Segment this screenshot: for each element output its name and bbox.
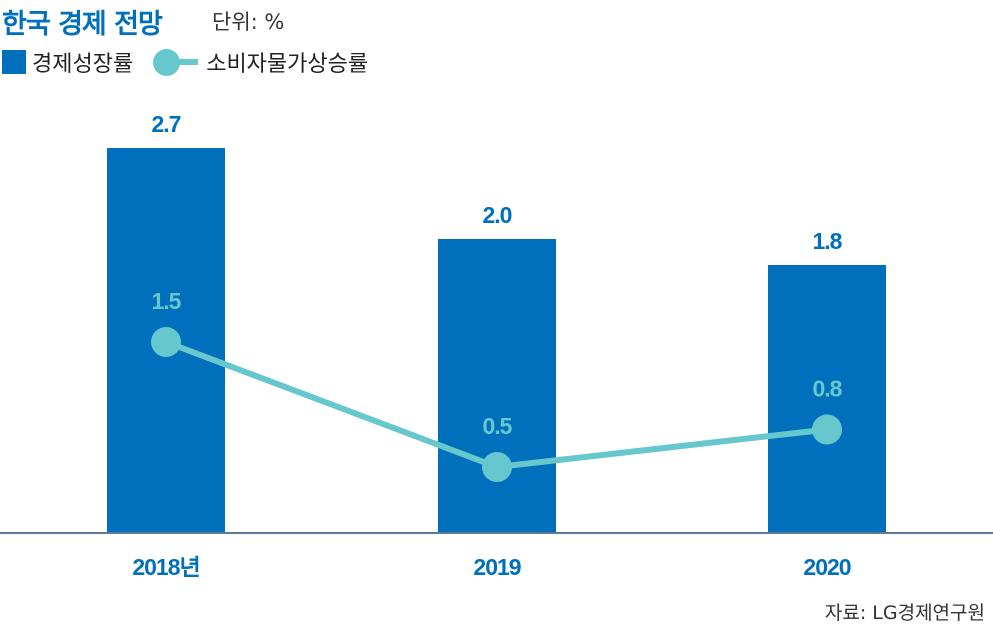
legend: 경제성장률 소비자물가상승률 <box>2 46 368 78</box>
bar <box>438 239 556 533</box>
source-note: 자료: LG경제연구원 <box>824 602 985 624</box>
legend-line-swatch <box>153 48 199 76</box>
bar-value-label: 2.7 <box>152 111 181 137</box>
unit-label: 단위: % <box>212 10 285 34</box>
legend-line-label: 소비자물가상승률 <box>206 52 369 77</box>
bar-value-label: 1.8 <box>813 228 843 254</box>
x-tick-label: 2020 <box>803 554 850 580</box>
line-point <box>482 452 512 482</box>
line-point <box>812 414 842 445</box>
bar-value-label: 2.0 <box>483 202 512 228</box>
legend-bar-swatch <box>2 50 26 74</box>
chart-title: 한국 경제 전망 <box>2 9 163 40</box>
line-point <box>151 327 181 357</box>
legend-bar-label: 경제성장률 <box>32 52 134 77</box>
x-tick-label: 2019 <box>473 554 520 580</box>
x-tick-label: 2018년 <box>132 554 199 580</box>
line-value-label: 1.5 <box>152 288 182 314</box>
line-value-label: 0.8 <box>813 376 843 402</box>
bar <box>768 265 886 533</box>
line-value-label: 0.5 <box>483 413 513 439</box>
